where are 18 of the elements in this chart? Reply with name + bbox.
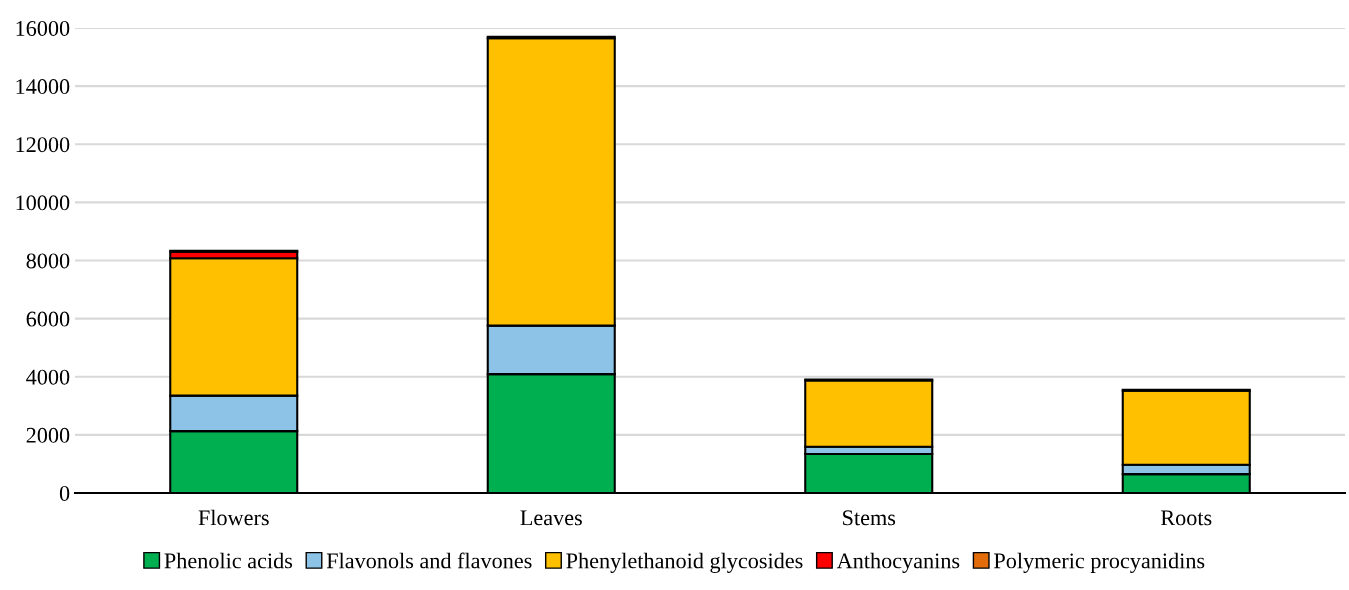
x-tick-label: Leaves (520, 510, 582, 526)
y-tick-label: 14000 (16, 79, 70, 95)
legend-label: Phenylethanoid glycosides (566, 552, 803, 573)
y-tick-label: 2000 (26, 427, 70, 443)
y-tick-label: 4000 (26, 369, 70, 385)
x-tick-label: Flowers (198, 509, 269, 526)
y-tick-label: 8000 (26, 253, 70, 269)
x-tick-label: Roots (1160, 510, 1212, 526)
legend-label: Flavonols and flavones (326, 552, 532, 569)
legend-label: Phenolic acids (164, 552, 293, 569)
y-tick-label: 12000 (16, 137, 70, 153)
y-tick-label: 10000 (16, 195, 70, 211)
legend-label: Polymeric procyanidins (994, 552, 1205, 573)
y-tick-label: 6000 (26, 311, 70, 327)
y-tick-label: 16000 (16, 20, 70, 36)
legend-label: Anthocyanins (836, 552, 960, 573)
x-tick-label: Stems (843, 510, 896, 526)
y-tick-label: 0 (59, 485, 70, 501)
